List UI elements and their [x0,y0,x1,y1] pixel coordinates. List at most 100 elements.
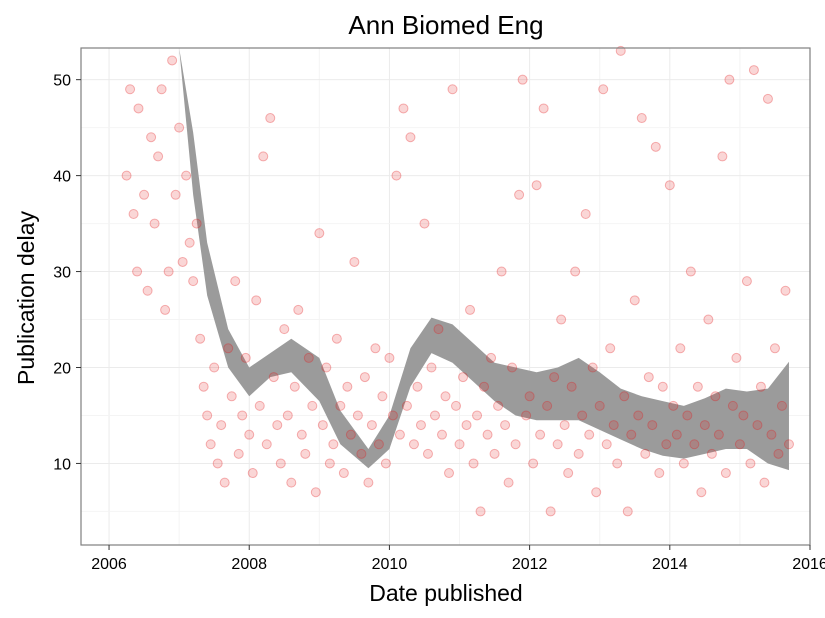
data-point [496,266,507,277]
data-point [664,180,675,191]
data-point [324,458,335,469]
data-point [668,400,679,411]
data-point [205,439,216,450]
data-point [458,372,469,383]
data-point [521,410,532,421]
data-point [181,170,192,181]
data-point [657,381,668,392]
data-point [780,285,791,296]
x-tick-label: 2014 [652,556,688,573]
data-point [482,429,493,440]
data-point [156,84,167,95]
panel-background [81,48,810,545]
data-point [510,439,521,450]
x-axis-title: Date published [369,580,522,606]
y-tick-label: 10 [53,456,71,473]
data-point [170,189,181,200]
data-point [682,410,693,421]
data-point [240,352,251,363]
data-point [615,45,626,56]
data-point [279,324,290,335]
data-point [678,458,689,469]
data-point [338,468,349,479]
data-point [696,487,707,498]
data-point [766,429,777,440]
data-point [405,132,416,143]
data-point [433,324,444,335]
data-point [752,420,763,431]
data-point [643,372,654,383]
data-point [191,218,202,229]
data-point [212,458,223,469]
data-point [356,448,367,459]
data-point [549,372,560,383]
data-point [440,391,451,402]
data-point [552,439,563,450]
data-point [640,448,651,459]
x-tick-label: 2012 [512,556,548,573]
data-point [289,381,300,392]
data-point [759,477,770,488]
data-point [328,439,339,450]
data-point [776,400,787,411]
x-tick-label: 2016 [792,556,825,573]
data-point [380,458,391,469]
data-point [608,420,619,431]
data-point [517,74,528,85]
data-point [125,84,136,95]
data-point [444,468,455,479]
data-point [223,343,234,354]
data-point [465,304,476,315]
data-point [573,448,584,459]
data-point [244,429,255,440]
data-point [139,189,150,200]
data-point [661,439,672,450]
data-point [479,381,490,392]
data-point [408,439,419,450]
data-point [195,333,206,344]
data-point [209,362,220,373]
data-point [647,420,658,431]
data-point [724,74,735,85]
data-point [366,420,377,431]
data-point [710,391,721,402]
data-point [570,266,581,277]
y-axis-title: Publication delay [13,211,39,385]
data-point [132,266,143,277]
data-point [587,362,598,373]
data-point [454,439,465,450]
smooth-band-layer [179,48,789,471]
data-point [184,237,195,248]
data-point [233,448,244,459]
data-point [489,448,500,459]
x-tick-label: 2010 [372,556,408,573]
data-point [591,487,602,498]
data-point [268,372,279,383]
data-point [387,410,398,421]
data-point [755,381,766,392]
data-point [451,400,462,411]
data-point [633,410,644,421]
data-point [345,429,356,440]
data-point [461,420,472,431]
data-point [773,448,784,459]
y-tick-label: 20 [53,361,71,378]
data-point [296,429,307,440]
data-point [734,439,745,450]
data-point [377,391,388,402]
data-point [398,103,409,114]
data-point [503,477,514,488]
data-point [391,170,402,181]
data-point [486,352,497,363]
data-point [300,448,311,459]
data-point [272,420,283,431]
data-point [149,218,160,229]
data-point [331,333,342,344]
y-axis: 10 20 30 40 50 [53,73,81,473]
data-point [163,266,174,277]
data-point [699,420,710,431]
data-point [692,381,703,392]
data-point [619,391,630,402]
data-point [153,151,164,162]
